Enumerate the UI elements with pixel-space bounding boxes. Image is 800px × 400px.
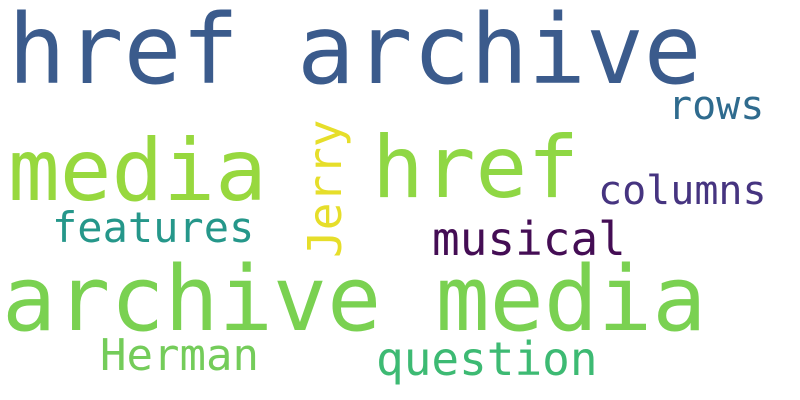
word-media: media xyxy=(8,121,267,221)
word-href-archive: href archive xyxy=(8,0,702,106)
word-href: href xyxy=(372,118,580,218)
word-archive-media: archive media xyxy=(2,247,707,352)
word-columns: columns xyxy=(598,168,767,214)
word-question: question xyxy=(376,332,598,386)
word-rows: rows xyxy=(668,83,765,129)
word-features: features xyxy=(52,203,255,252)
word-jerry: Jerry xyxy=(298,119,352,258)
word-herman: Herman xyxy=(100,330,259,381)
word-musical: musical xyxy=(432,212,626,266)
